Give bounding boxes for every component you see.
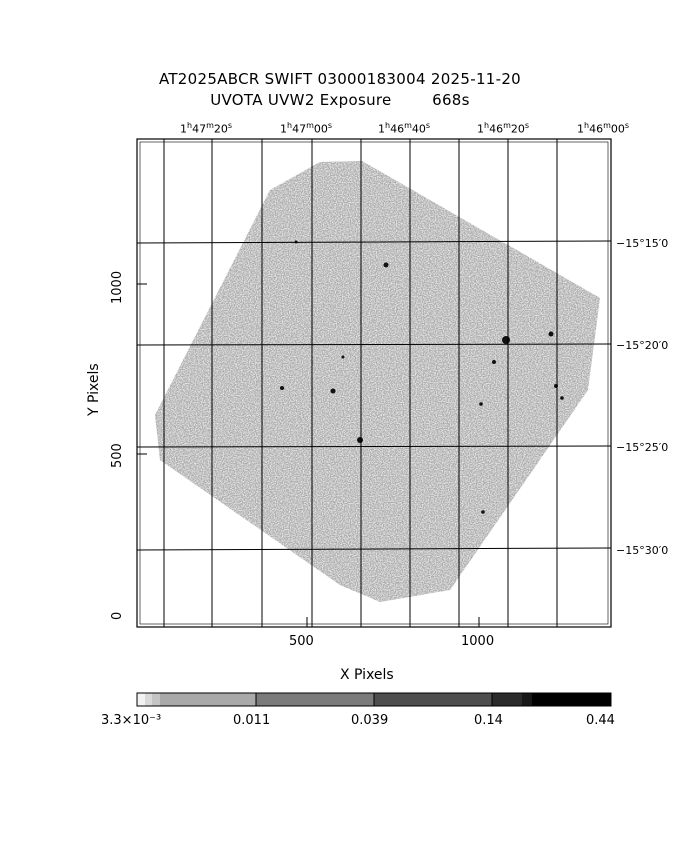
source-blob (560, 396, 564, 400)
source-blob (481, 510, 485, 514)
source-blob (548, 331, 554, 337)
source-blob (383, 262, 389, 268)
source-blob (479, 402, 483, 406)
ra-label: 1h46m20s (477, 121, 530, 136)
y-axis-label: Y Pixels (86, 363, 102, 416)
exposure-footprint (155, 161, 600, 602)
colorbar-label: 0.039 (351, 713, 389, 728)
ra-label: 1h46m00s (577, 121, 630, 136)
source-blob (357, 437, 363, 443)
colorbar-label: 3.3×10⁻³ (101, 713, 162, 728)
x-tick-label: 1000 (461, 634, 495, 649)
source-blob (502, 336, 510, 344)
colorbar-label: 0.011 (233, 713, 271, 728)
dec-label: −15°30′0 (616, 544, 669, 557)
colorbar-label: 0.14 (474, 713, 503, 728)
y-tick-label: 1000 (110, 270, 125, 304)
plot-frame (136, 138, 612, 628)
source-blob (280, 386, 284, 390)
image-title-line-1: AT2025ABCR SWIFT 03000183004 2025-11-20 (158, 70, 522, 88)
ra-label: 1h46m40s (378, 121, 431, 136)
colorbar-label: 0.44 (586, 713, 615, 728)
dec-label: −15°25′0 (616, 441, 669, 454)
x-tick-label: 500 (289, 634, 314, 649)
colorbar (136, 692, 612, 707)
y-tick-label: 0 (110, 611, 125, 620)
ra-label: 1h47m00s (280, 121, 333, 136)
source-blob (492, 360, 496, 364)
image-title-line-2: UVOTA UVW2 Exposure 668s (210, 91, 470, 109)
source-blob (330, 388, 336, 394)
ra-label: 1h47m20s (180, 121, 233, 136)
source-blob (341, 355, 345, 359)
coordinate-grid (137, 139, 611, 627)
y-tick-label: 500 (110, 443, 125, 468)
dec-label: −15°15′0 (616, 237, 669, 250)
x-axis-label: X Pixels (340, 667, 394, 683)
dec-label: −15°20′0 (616, 339, 669, 352)
